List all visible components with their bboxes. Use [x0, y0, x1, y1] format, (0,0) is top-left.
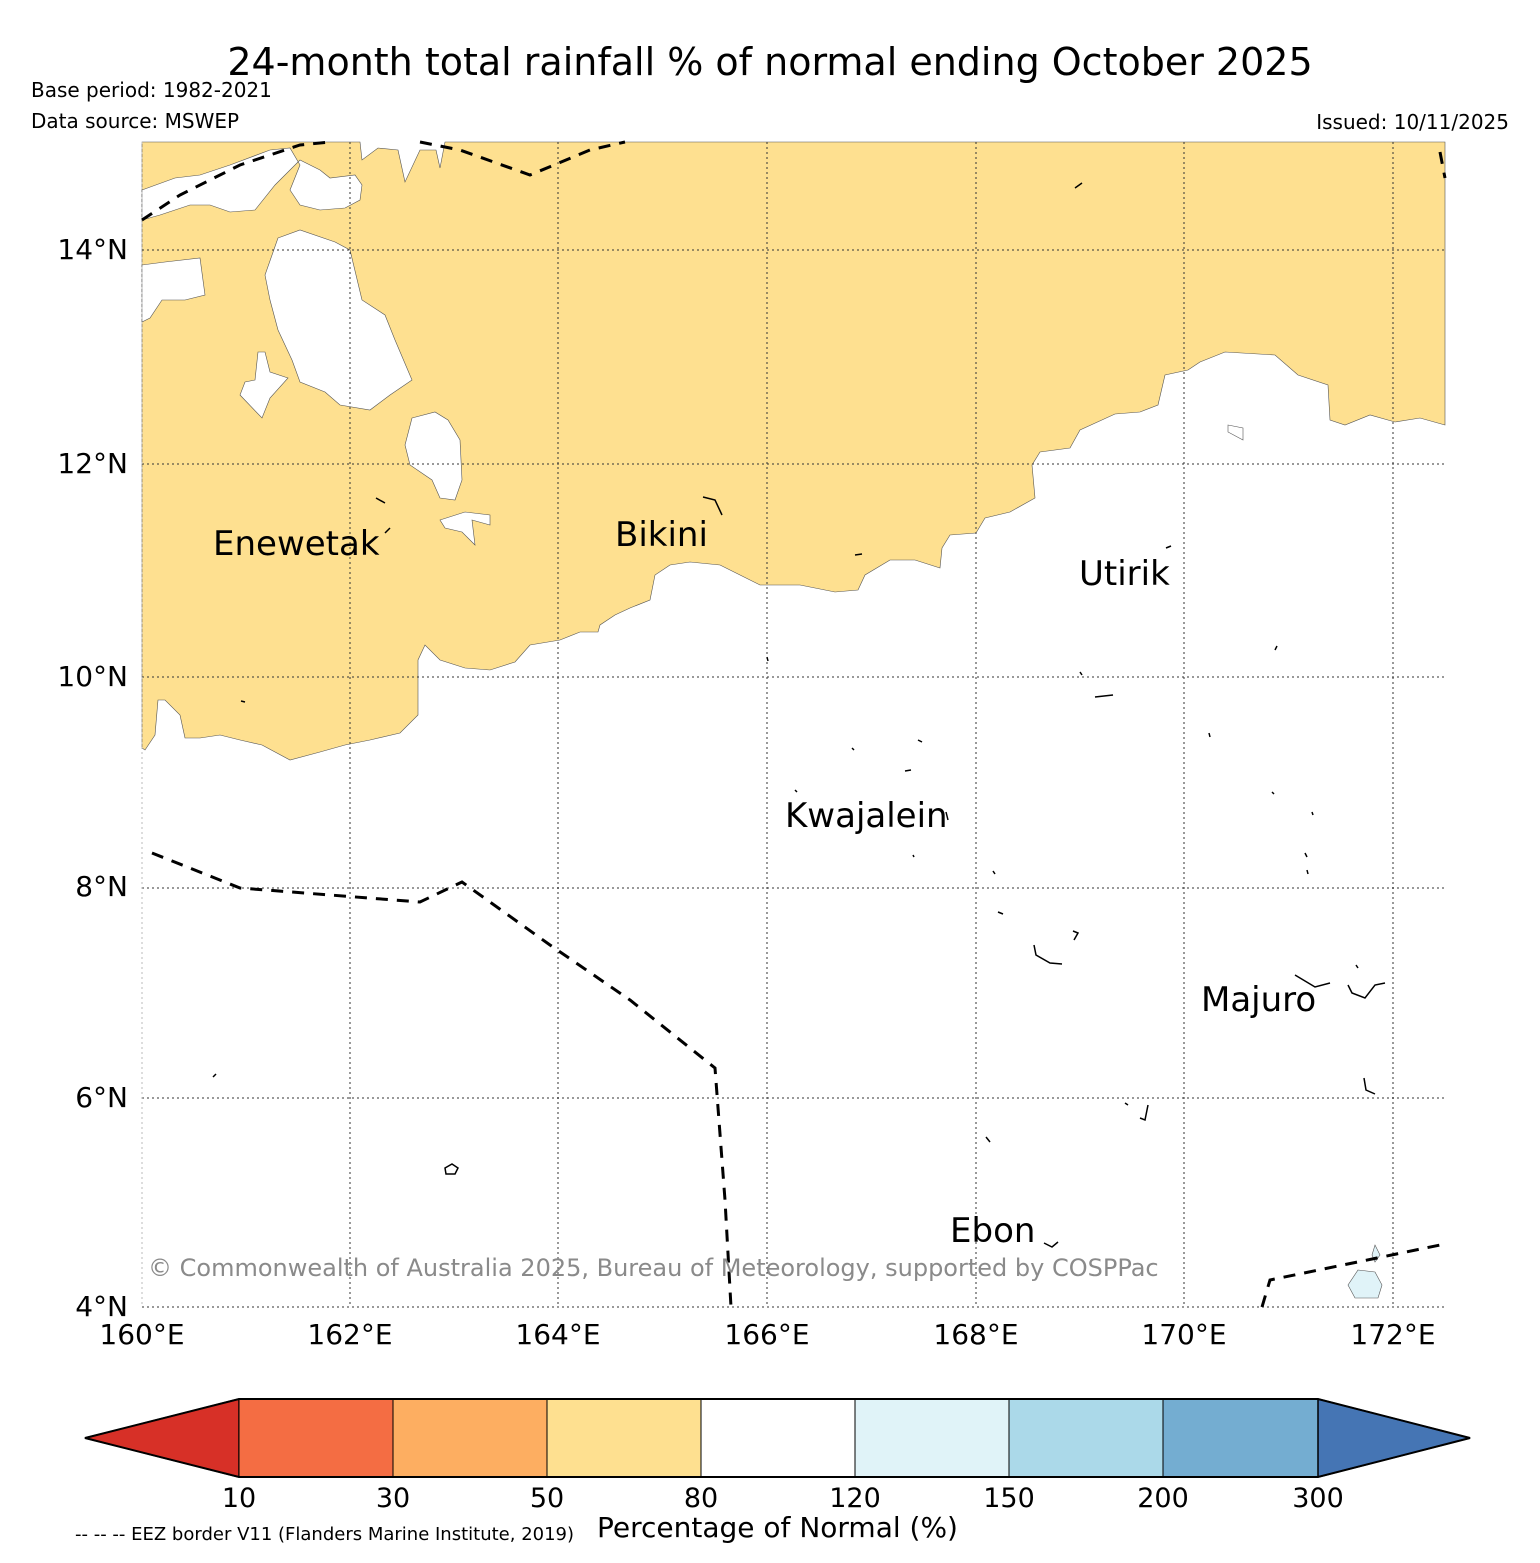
eez-legend-note: -- -- -- EEZ border V11 (Flanders Marine…	[75, 1524, 575, 1545]
rainfall-80-120-hole-1	[141, 257, 206, 323]
place-label-ebon: Ebon	[950, 1211, 1036, 1251]
colorbar-tick-150: 150	[983, 1483, 1035, 1514]
rainfall-80-120-hole-3	[239, 351, 289, 419]
colorbar-tick-30: 30	[375, 1483, 411, 1514]
colorbar-bin-200-300	[1162, 1398, 1319, 1478]
place-label-bikini: Bikini	[615, 515, 708, 555]
map-title: 24-month total rainfall % of normal endi…	[227, 40, 1313, 84]
graticule	[142, 142, 1445, 1308]
data-source: Data source: MSWEP	[31, 109, 240, 133]
colorbar-bin-10-30	[238, 1398, 394, 1478]
rainfall-80-120-hole-6	[141, 147, 363, 221]
lat-label-14n: 14°N	[57, 233, 128, 266]
lat-label-10n: 10°N	[57, 660, 128, 693]
rainfall-80-120-hole-5	[439, 511, 491, 546]
lat-label-12n: 12°N	[57, 447, 128, 480]
place-label-enewetak: Enewetak	[213, 524, 380, 564]
lon-label-162e: 162°E	[307, 1318, 393, 1351]
colorbar-tick-10: 10	[221, 1483, 257, 1514]
rainfall-80-120-hole-2	[264, 229, 413, 411]
lon-label-160e: 160°E	[99, 1318, 185, 1351]
rainfall-80-120-hole-4	[404, 411, 463, 501]
colorbar-bin-150-200	[1008, 1398, 1164, 1478]
colorbar-bin-120-150	[854, 1398, 1010, 1478]
rainfall-map	[141, 140, 1447, 1308]
eez-border	[141, 140, 1447, 1308]
colorbar-outline	[84, 1398, 1471, 1478]
lat-label-8n: 8°N	[75, 870, 128, 903]
colorbar-tick-80: 80	[683, 1483, 719, 1514]
colorbar-tick-300: 300	[1292, 1483, 1344, 1514]
rainfall-50-80-region	[141, 141, 1446, 761]
colorbar-extend-low	[84, 1398, 240, 1478]
lon-label-172e: 172°E	[1350, 1318, 1436, 1351]
place-label-utirik: Utirik	[1079, 554, 1170, 594]
rainfall-120-150-patch-1	[1347, 1269, 1383, 1299]
place-label-majuro: Majuro	[1201, 980, 1317, 1020]
lat-label-6n: 6°N	[75, 1081, 128, 1114]
lon-label-170e: 170°E	[1141, 1318, 1227, 1351]
colorbar-extend-high	[1317, 1398, 1471, 1478]
colorbar-label: Percentage of Normal (%)	[597, 1511, 958, 1544]
place-label-kwajalein: Kwajalein	[785, 796, 948, 836]
lat-label-4n: 4°N	[75, 1290, 128, 1323]
colorbar-tick-50: 50	[529, 1483, 565, 1514]
base-period: Base period: 1982-2021	[31, 78, 272, 102]
rainfall-80-120-hole-7	[1227, 424, 1244, 441]
colorbar-tick-120: 120	[829, 1483, 881, 1514]
lon-label-168e: 168°E	[933, 1318, 1019, 1351]
issued-date: Issued: 10/11/2025	[1316, 110, 1509, 134]
lon-label-166e: 166°E	[724, 1318, 810, 1351]
colorbar-bin-80-120	[700, 1398, 856, 1478]
copyright-notice: © Commonwealth of Australia 2025, Bureau…	[148, 1254, 1159, 1282]
colorbar-bin-30-50	[392, 1398, 548, 1478]
lon-label-164e: 164°E	[515, 1318, 601, 1351]
colorbar-bin-50-80	[546, 1398, 702, 1478]
colorbar-tick-200: 200	[1137, 1483, 1189, 1514]
atoll-outlines	[212, 182, 1386, 1248]
